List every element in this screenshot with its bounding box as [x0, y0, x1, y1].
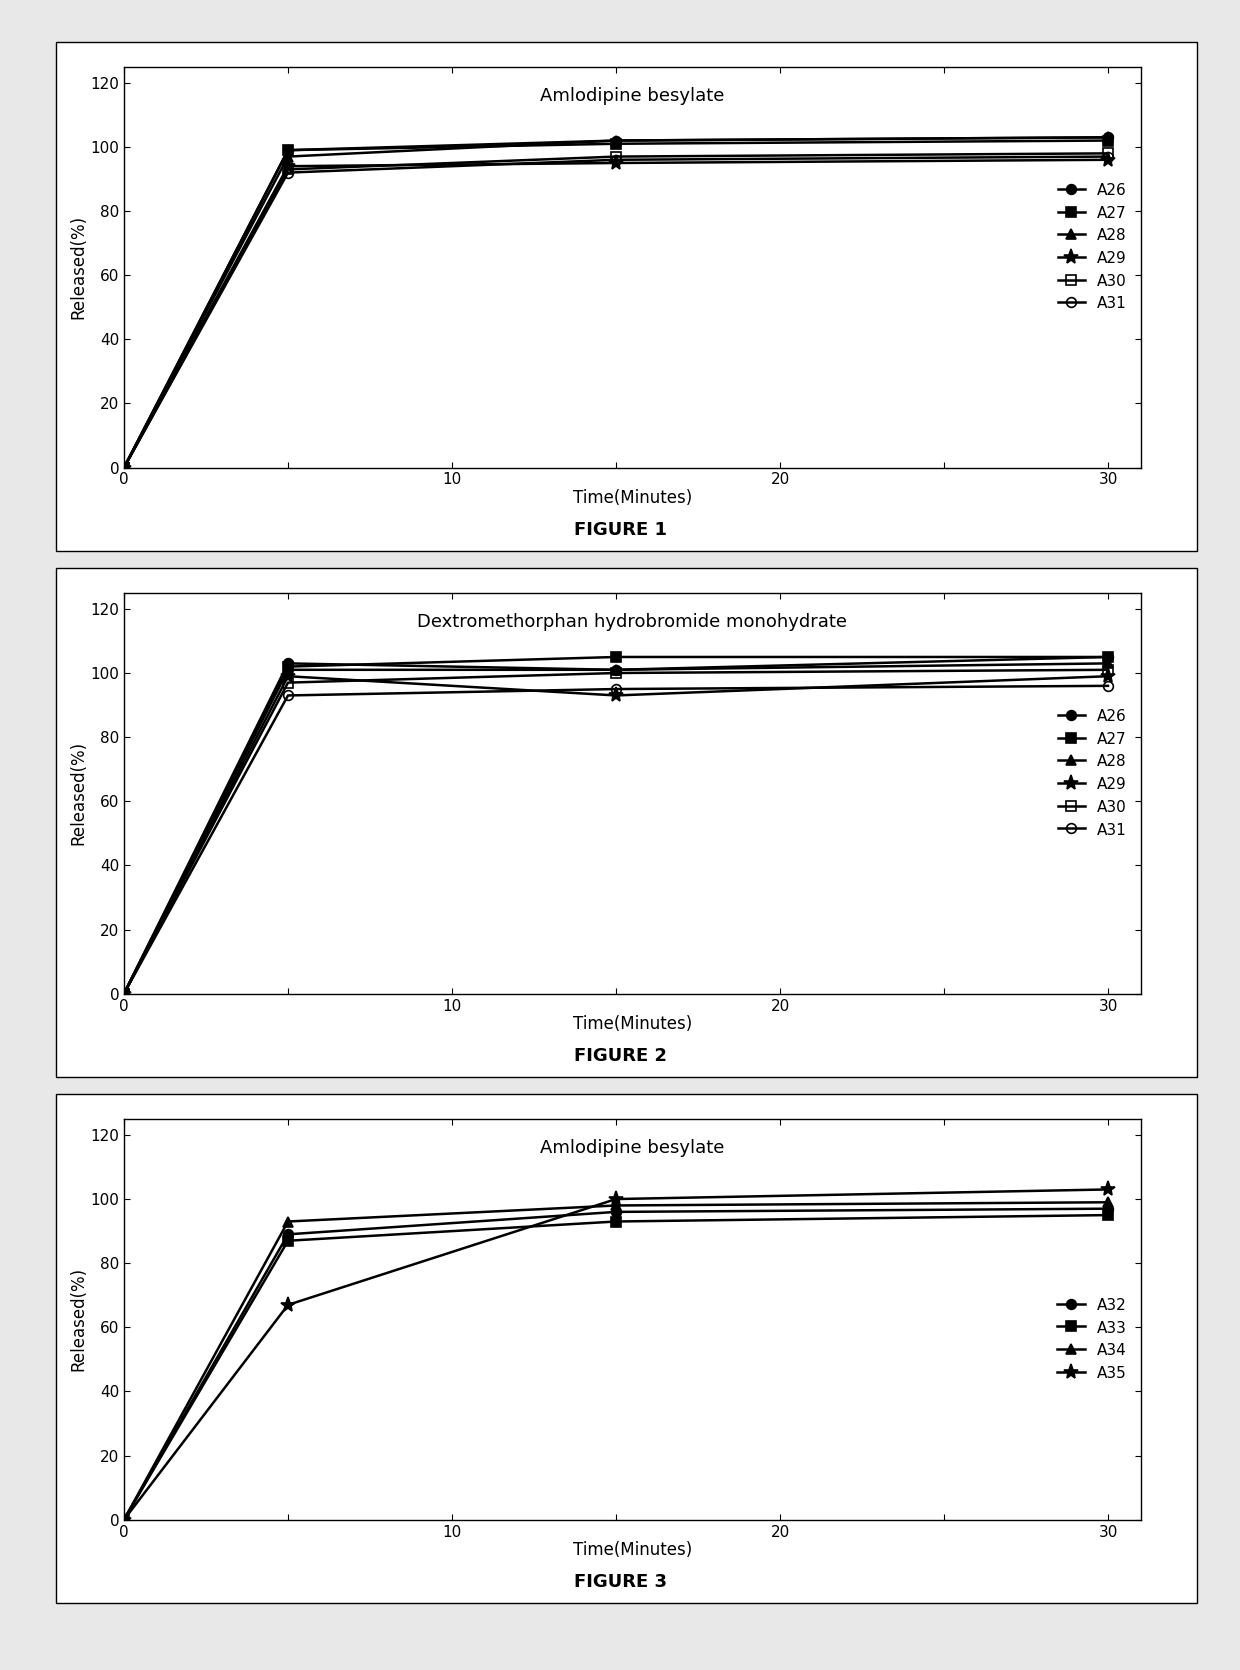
- Line: A33: A33: [119, 1211, 1112, 1525]
- A29: [1101, 666, 1116, 686]
- A31: [1101, 676, 1116, 696]
- A29: [117, 458, 131, 478]
- A26: [117, 984, 131, 1004]
- X-axis label: Time(Minutes): Time(Minutes): [573, 489, 692, 508]
- Text: FIGURE 2: FIGURE 2: [573, 1047, 667, 1065]
- Line: A30: A30: [119, 149, 1112, 473]
- A32: [1101, 1199, 1116, 1219]
- A31: [280, 685, 295, 705]
- A26: [280, 653, 295, 673]
- A31: [117, 458, 131, 478]
- A27: [117, 458, 131, 478]
- A26: [117, 458, 131, 478]
- A28: [280, 147, 295, 167]
- Legend: A26, A27, A28, A29, A30, A31: A26, A27, A28, A29, A30, A31: [1052, 177, 1133, 317]
- A30: [280, 673, 295, 693]
- Text: FIGURE 1: FIGURE 1: [573, 521, 667, 539]
- A29: [1101, 150, 1116, 170]
- Y-axis label: Released(%): Released(%): [69, 741, 88, 845]
- A31: [609, 680, 624, 700]
- A26: [1101, 646, 1116, 666]
- Y-axis label: Released(%): Released(%): [69, 1268, 88, 1371]
- A33: [609, 1211, 624, 1231]
- A26: [609, 660, 624, 680]
- A31: [117, 984, 131, 1004]
- A32: [280, 1224, 295, 1244]
- A33: [280, 1231, 295, 1251]
- Legend: A26, A27, A28, A29, A30, A31: A26, A27, A28, A29, A30, A31: [1052, 703, 1133, 843]
- A35: [609, 1189, 624, 1209]
- A28: [1101, 653, 1116, 673]
- Line: A29: A29: [117, 152, 1116, 476]
- A28: [609, 130, 624, 150]
- A26: [609, 130, 624, 150]
- Line: A30: A30: [119, 665, 1112, 999]
- A35: [1101, 1179, 1116, 1199]
- A27: [609, 134, 624, 154]
- A34: [117, 1510, 131, 1530]
- Line: A34: A34: [119, 1197, 1112, 1525]
- A27: [1101, 130, 1116, 150]
- Text: Amlodipine besylate: Amlodipine besylate: [541, 87, 724, 105]
- A29: [609, 685, 624, 705]
- A26: [280, 140, 295, 160]
- Line: A26: A26: [119, 132, 1112, 473]
- Line: A27: A27: [119, 651, 1112, 999]
- A30: [1101, 144, 1116, 164]
- X-axis label: Time(Minutes): Time(Minutes): [573, 1015, 692, 1034]
- Line: A26: A26: [119, 651, 1112, 999]
- A28: [117, 458, 131, 478]
- A30: [280, 159, 295, 179]
- A29: [280, 157, 295, 177]
- A32: [609, 1202, 624, 1222]
- X-axis label: Time(Minutes): Time(Minutes): [573, 1541, 692, 1560]
- A34: [609, 1196, 624, 1216]
- A30: [1101, 660, 1116, 680]
- Y-axis label: Released(%): Released(%): [69, 215, 88, 319]
- A30: [609, 147, 624, 167]
- A29: [117, 984, 131, 1004]
- A31: [609, 150, 624, 170]
- A33: [1101, 1206, 1116, 1226]
- A27: [280, 140, 295, 160]
- A27: [1101, 646, 1116, 666]
- A35: [117, 1510, 131, 1530]
- A31: [1101, 147, 1116, 167]
- Line: A28: A28: [119, 132, 1112, 473]
- A30: [117, 458, 131, 478]
- A27: [609, 646, 624, 666]
- Line: A32: A32: [119, 1204, 1112, 1525]
- Line: A28: A28: [119, 658, 1112, 999]
- Line: A27: A27: [119, 135, 1112, 473]
- A28: [609, 660, 624, 680]
- A29: [280, 666, 295, 686]
- A28: [117, 984, 131, 1004]
- A29: [609, 154, 624, 174]
- Line: A29: A29: [117, 668, 1116, 1002]
- Line: A31: A31: [119, 152, 1112, 473]
- A28: [280, 660, 295, 680]
- Legend: A32, A33, A34, A35: A32, A33, A34, A35: [1052, 1291, 1133, 1388]
- Text: Dextromethorphan hydrobromide monohydrate: Dextromethorphan hydrobromide monohydrat…: [418, 613, 847, 631]
- A30: [609, 663, 624, 683]
- A33: [117, 1510, 131, 1530]
- Text: Amlodipine besylate: Amlodipine besylate: [541, 1139, 724, 1157]
- A34: [1101, 1192, 1116, 1212]
- A30: [117, 984, 131, 1004]
- A32: [117, 1510, 131, 1530]
- A34: [280, 1211, 295, 1231]
- Line: A31: A31: [119, 681, 1112, 999]
- A28: [1101, 127, 1116, 147]
- A27: [280, 656, 295, 676]
- Text: FIGURE 3: FIGURE 3: [573, 1573, 667, 1592]
- A35: [280, 1294, 295, 1314]
- Line: A35: A35: [117, 1182, 1116, 1528]
- A27: [117, 984, 131, 1004]
- A31: [280, 162, 295, 182]
- A26: [1101, 127, 1116, 147]
